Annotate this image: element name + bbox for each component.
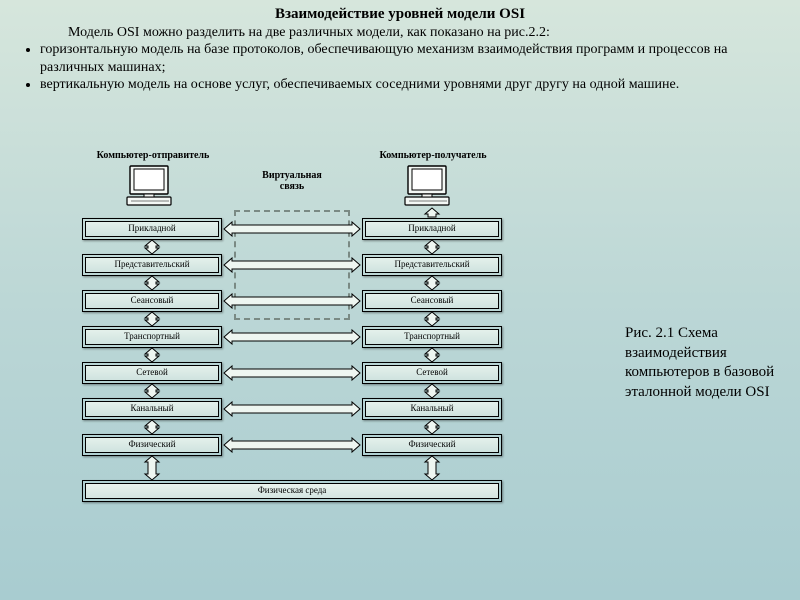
physical-medium: Физическая среда (82, 480, 502, 502)
layer-right-1: Представительский (362, 254, 502, 276)
layer-left-4: Сетевой (82, 362, 222, 384)
layer-left-2: Сеансовый (82, 290, 222, 312)
bullet-1: горизонтальную модель на базе протоколов… (40, 41, 784, 76)
figure-caption: Рис. 2.1 Схема взаимодействия компьютеро… (625, 324, 785, 402)
layer-right-4: Сетевой (362, 362, 502, 384)
receiver-label: Компьютер-получатель (358, 150, 508, 161)
layer-right-2: Сеансовый (362, 290, 502, 312)
bullet-list: горизонтальную модель на базе протоколов… (0, 41, 800, 94)
layer-left-5: Канальный (82, 398, 222, 420)
computer-receiver (402, 164, 452, 210)
layer-left-0: Прикладной (82, 218, 222, 240)
layer-right-0: Прикладной (362, 218, 502, 240)
layer-left-3: Транспортный (82, 326, 222, 348)
computer-sender (124, 164, 174, 210)
layer-left-1: Представительский (82, 254, 222, 276)
page-title: Взаимодействие уровней модели OSI (0, 0, 800, 23)
virtual-link-label: Виртуальнаясвязь (242, 170, 342, 192)
layer-left-6: Физический (82, 434, 222, 456)
layer-right-3: Транспортный (362, 326, 502, 348)
bullet-2: вертикальную модель на основе услуг, обе… (40, 76, 784, 94)
virtual-link-box (234, 210, 350, 320)
osi-diagram: Компьютер-отправительКомпьютер-получател… (82, 150, 562, 590)
sender-label: Компьютер-отправитель (78, 150, 228, 161)
intro-text: Модель OSI можно разделить на две различ… (0, 23, 800, 41)
layer-right-5: Канальный (362, 398, 502, 420)
layer-right-6: Физический (362, 434, 502, 456)
